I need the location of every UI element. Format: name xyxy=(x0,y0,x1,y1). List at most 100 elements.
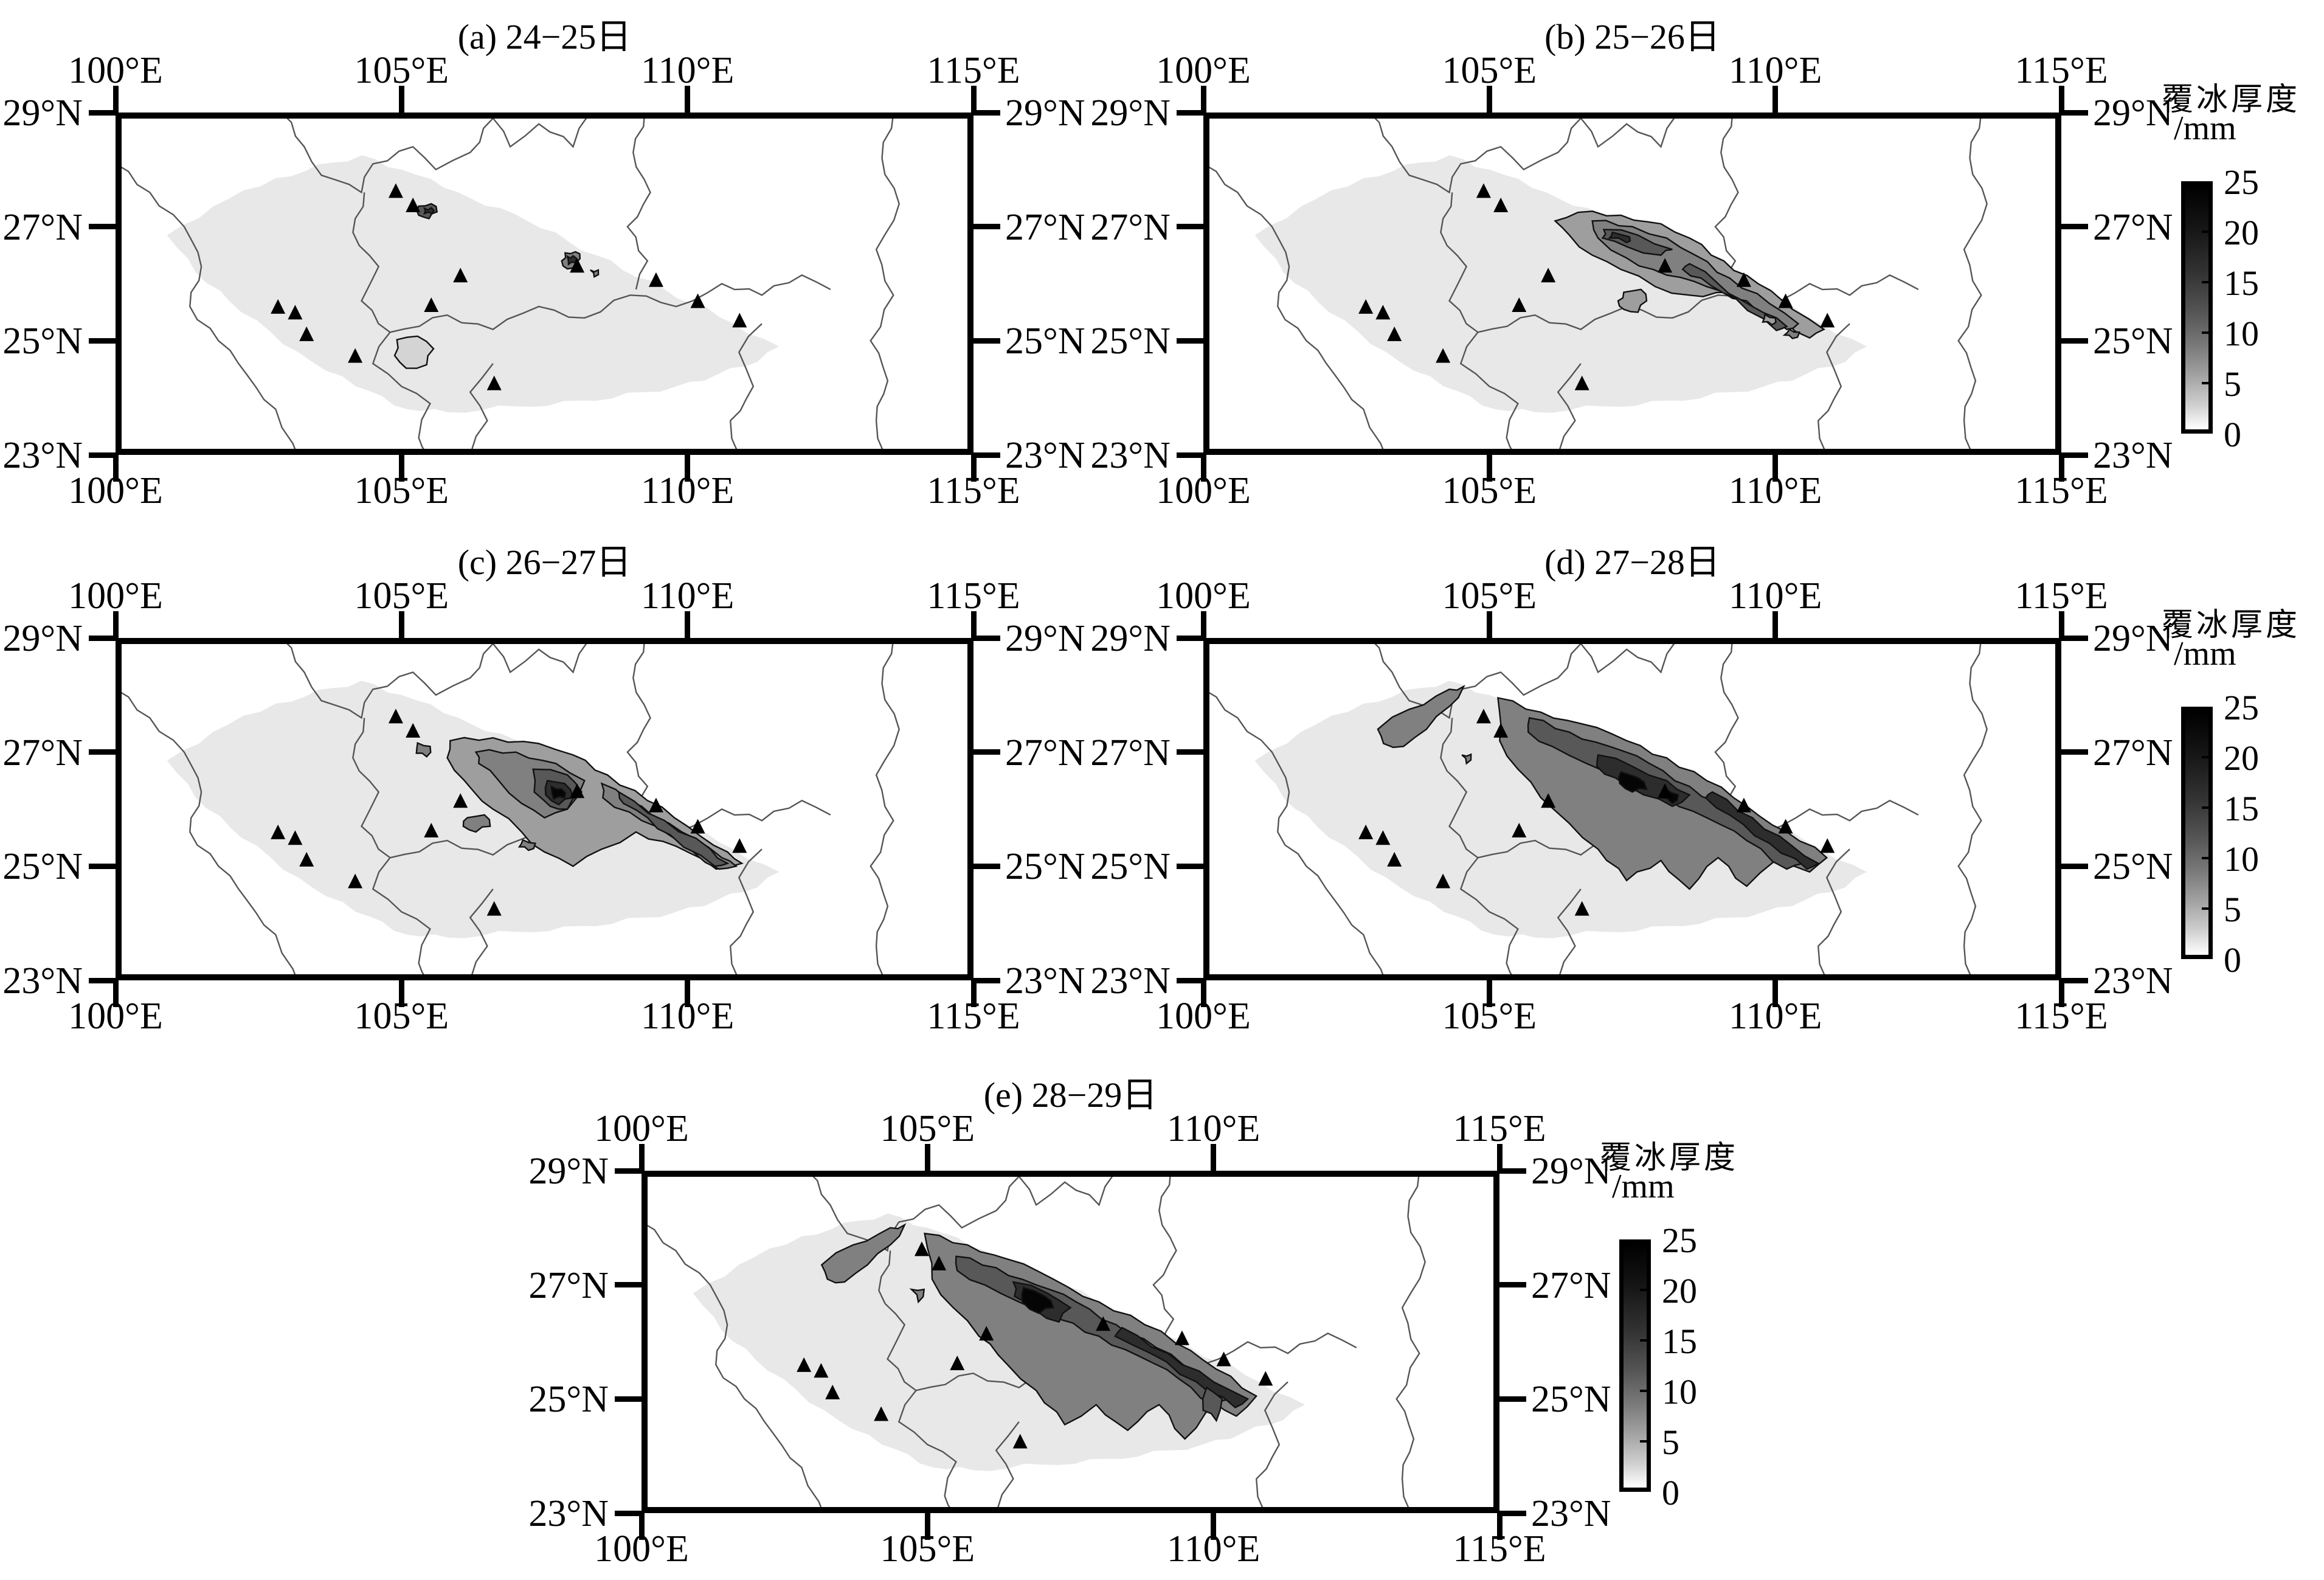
tick-bottom-a-3 xyxy=(970,455,977,482)
contour-e-7-level15 xyxy=(1202,1386,1223,1422)
tick-bottom-c-1 xyxy=(398,980,404,1007)
tick-top-c-3 xyxy=(970,611,977,638)
tick-right-e-1 xyxy=(1499,1282,1526,1288)
colorbar-tick-label-b-4: 5 xyxy=(2224,364,2241,404)
tick-left-c-3 xyxy=(89,977,116,983)
lat-label-right-b-2: 25°N xyxy=(2093,321,2173,362)
station-marker-c-0 xyxy=(388,709,403,724)
colorbar-tick-label-e-1: 20 xyxy=(1662,1271,1697,1311)
lon-label-top-e-1: 105°E xyxy=(880,1108,975,1149)
tick-bottom-e-2 xyxy=(1211,1513,1217,1540)
colorbar-unit-e: /mm xyxy=(1612,1168,1675,1205)
tick-left-c-2 xyxy=(89,863,116,869)
study-region-c xyxy=(167,681,780,938)
colorbar-tick-label-d-3: 10 xyxy=(2224,839,2259,879)
station-marker-a-10 xyxy=(299,326,314,341)
station-marker-e-4 xyxy=(1174,1330,1189,1345)
province-boundary-a-7 xyxy=(469,363,494,455)
lat-label-left-e-0: 29°N xyxy=(528,1151,609,1192)
lon-label-top-c-2: 110°E xyxy=(640,575,735,617)
station-marker-b-1 xyxy=(1493,197,1509,212)
station-marker-a-4 xyxy=(648,272,663,287)
lat-label-right-e-0: 29°N xyxy=(1531,1151,1611,1192)
station-marker-e-9 xyxy=(1258,1371,1273,1386)
tick-bottom-a-1 xyxy=(398,455,404,482)
station-marker-a-11 xyxy=(348,348,363,363)
station-marker-d-4 xyxy=(1736,797,1751,813)
station-marker-d-6 xyxy=(1358,824,1374,839)
station-marker-c-8 xyxy=(690,819,705,834)
station-marker-c-4 xyxy=(648,797,663,813)
lat-label-left-d-2: 25°N xyxy=(1090,846,1171,888)
lat-label-left-c-2: 25°N xyxy=(2,846,83,888)
tick-top-e-1 xyxy=(924,1144,930,1171)
tick-left-a-1 xyxy=(89,224,116,230)
lat-label-left-a-2: 25°N xyxy=(2,321,83,362)
panel-title-b: (b) 25−26日 xyxy=(1544,17,1720,57)
lat-label-right-e-2: 25°N xyxy=(1531,1379,1611,1421)
lon-label-top-b-2: 110°E xyxy=(1728,50,1822,91)
colorbar-tick-label-e-3: 10 xyxy=(1662,1372,1697,1412)
lat-label-left-e-1: 27°N xyxy=(528,1264,609,1306)
contour-b-5-level5 xyxy=(1617,288,1648,313)
colorbar-tick-label-d-5: 0 xyxy=(2224,940,2241,980)
tick-right-c-0 xyxy=(974,635,1000,641)
contour-d-0-level10 xyxy=(1377,684,1465,749)
province-boundary-c-1 xyxy=(280,638,591,719)
tick-top-b-3 xyxy=(2058,86,2064,113)
colorbar-notch-b-4 xyxy=(2202,382,2209,384)
province-boundary-a-1 xyxy=(280,113,591,194)
colorbar-notch-d-1 xyxy=(2202,756,2209,758)
tick-right-d-3 xyxy=(2061,977,2088,983)
lat-label-right-e-3: 23°N xyxy=(1531,1493,1611,1534)
station-marker-e-5 xyxy=(950,1356,965,1371)
province-boundary-b-6 xyxy=(1817,323,1850,455)
station-marker-e-0 xyxy=(914,1241,929,1256)
lat-label-left-d-3: 23°N xyxy=(1090,960,1171,1002)
contour-c-9-level10 xyxy=(517,839,536,851)
station-marker-d-1 xyxy=(1493,722,1509,738)
station-marker-a-3 xyxy=(453,268,468,283)
station-marker-e-10 xyxy=(825,1384,840,1399)
colorbar-tick-label-d-1: 20 xyxy=(2224,738,2259,778)
tick-top-c-0 xyxy=(112,611,119,638)
lat-label-left-c-0: 29°N xyxy=(2,618,83,659)
map-svg-a xyxy=(116,113,900,455)
station-marker-e-12 xyxy=(1012,1433,1028,1449)
tick-left-c-1 xyxy=(89,749,116,755)
tick-bottom-b-3 xyxy=(2058,455,2064,482)
contour-b-3-level15 xyxy=(1681,263,1788,331)
contour-b-6-level5 xyxy=(1762,313,1777,326)
tick-left-d-1 xyxy=(1177,749,1203,755)
station-marker-c-11 xyxy=(348,873,363,889)
tick-bottom-c-3 xyxy=(970,980,977,1007)
province-boundary-e-7 xyxy=(995,1421,1020,1513)
tick-left-a-0 xyxy=(89,109,116,116)
colorbar-notch-d-2 xyxy=(2202,806,2209,809)
station-marker-c-7 xyxy=(288,830,303,845)
province-boundary-c-2 xyxy=(352,718,431,980)
province-boundary-b-5 xyxy=(1957,113,1988,455)
tick-right-a-1 xyxy=(974,224,1000,230)
colorbar-tick-label-e-5: 0 xyxy=(1662,1473,1679,1512)
lon-label-top-b-1: 105°E xyxy=(1442,50,1537,91)
tick-right-c-3 xyxy=(974,977,1000,983)
tick-left-e-3 xyxy=(615,1510,642,1516)
tick-left-d-2 xyxy=(1177,863,1203,869)
station-marker-e-11 xyxy=(874,1406,889,1421)
station-marker-a-9 xyxy=(732,313,747,328)
station-marker-d-10 xyxy=(1387,851,1402,867)
tick-top-d-1 xyxy=(1486,611,1492,638)
contour-c-8-level10 xyxy=(462,814,491,833)
lon-label-top-a-0: 100°E xyxy=(68,50,163,91)
lon-label-top-c-3: 115°E xyxy=(927,575,1020,617)
panel-title-d: (d) 27−28日 xyxy=(1544,542,1720,582)
lat-label-right-a-0: 29°N xyxy=(1005,92,1085,134)
colorbar-tick-label-d-2: 15 xyxy=(2224,789,2259,828)
tick-right-b-1 xyxy=(2061,224,2088,230)
contour-a-4-level3 xyxy=(393,335,435,369)
station-marker-d-8 xyxy=(1778,819,1793,834)
lon-label-top-e-3: 115°E xyxy=(1453,1108,1546,1149)
station-marker-a-12 xyxy=(486,375,502,390)
